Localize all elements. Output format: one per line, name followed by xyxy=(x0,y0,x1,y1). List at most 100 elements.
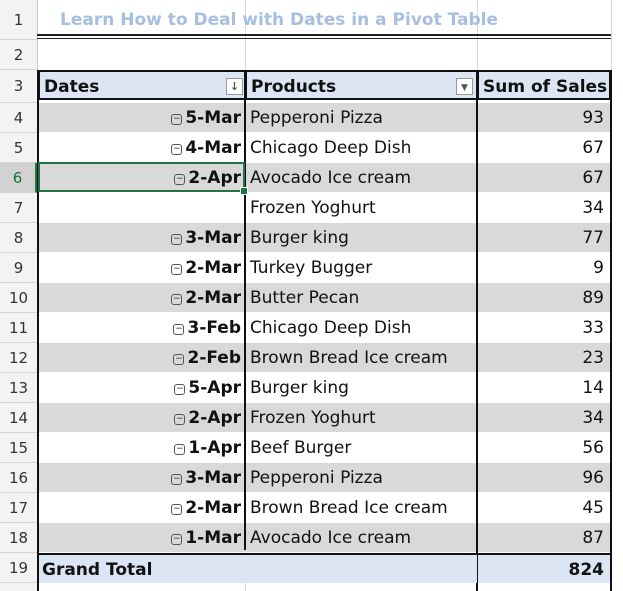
product-cell[interactable]: Chicago Deep Dish xyxy=(250,318,412,338)
row-header-1[interactable]: 1 xyxy=(0,0,37,40)
date-cell[interactable]: −3-Mar xyxy=(39,223,244,253)
date-cell[interactable]: −5-Apr xyxy=(39,373,244,403)
collapse-minus-icon[interactable]: − xyxy=(174,384,186,395)
date-cell[interactable]: −4-Mar xyxy=(39,133,244,163)
sales-cell[interactable]: 56 xyxy=(582,438,604,458)
collapse-minus-icon[interactable]: − xyxy=(171,144,183,155)
row-header-14[interactable]: 14 xyxy=(0,403,37,433)
date-value: 4-Mar xyxy=(185,138,241,158)
sales-cell[interactable]: 87 xyxy=(582,528,604,548)
collapse-minus-icon[interactable]: − xyxy=(171,474,183,485)
product-cell[interactable]: Beef Burger xyxy=(250,438,352,458)
sales-cell[interactable]: 45 xyxy=(582,498,604,518)
filter-dropdown-icon[interactable]: ▼ xyxy=(456,78,473,95)
collapse-minus-icon[interactable]: − xyxy=(171,114,183,125)
row-header-10[interactable]: 10 xyxy=(0,283,37,313)
row-header-3[interactable]: 3 xyxy=(0,70,37,103)
product-cell[interactable]: Frozen Yoghurt xyxy=(250,198,376,218)
grand-total-label[interactable]: Grand Total xyxy=(39,553,477,583)
date-cell[interactable]: −2-Apr xyxy=(39,163,244,193)
banded-row-fill xyxy=(37,163,611,192)
product-cell[interactable]: Avocado Ice cream xyxy=(250,168,412,188)
product-cell[interactable]: Avocado Ice cream xyxy=(250,528,412,548)
collapse-minus-icon[interactable]: − xyxy=(171,504,183,515)
row-header-6[interactable]: 6 xyxy=(0,163,37,193)
collapse-minus-icon[interactable]: − xyxy=(173,354,185,365)
sales-cell[interactable]: 89 xyxy=(582,288,604,308)
sales-cell[interactable]: 23 xyxy=(582,348,604,368)
collapse-minus-icon[interactable]: − xyxy=(171,534,183,545)
product-cell[interactable]: Brown Bread Ice cream xyxy=(250,348,448,368)
row-header-16[interactable]: 16 xyxy=(0,463,37,493)
row-header-13[interactable]: 13 xyxy=(0,373,37,403)
product-cell[interactable]: Brown Bread Ice cream xyxy=(250,498,448,518)
row-header-12[interactable]: 12 xyxy=(0,343,37,373)
date-cell[interactable]: −2-Apr xyxy=(39,403,244,433)
row-header-15[interactable]: 15 xyxy=(0,433,37,463)
row-header-18[interactable]: 18 xyxy=(0,523,37,553)
product-cell[interactable]: Frozen Yoghurt xyxy=(250,408,376,428)
date-cell[interactable]: −2-Mar xyxy=(39,253,244,283)
product-cell[interactable]: Butter Pecan xyxy=(250,288,360,308)
product-cell[interactable]: Chicago Deep Dish xyxy=(250,138,412,158)
sort-dropdown-icon[interactable]: ↓ xyxy=(226,78,243,95)
sales-cell[interactable]: 33 xyxy=(582,318,604,338)
row-header-7[interactable]: 7 xyxy=(0,193,37,223)
date-cell[interactable]: −2-Mar xyxy=(39,493,244,523)
collapse-minus-icon[interactable]: − xyxy=(171,264,183,275)
grand-total-value[interactable]: 824 xyxy=(478,553,610,583)
date-cell[interactable]: −1-Apr xyxy=(39,433,244,463)
table-border-mid xyxy=(244,70,246,550)
banded-row-fill xyxy=(37,463,611,492)
date-cell[interactable] xyxy=(39,193,244,223)
sales-cell[interactable]: 67 xyxy=(582,138,604,158)
sales-cell[interactable]: 77 xyxy=(582,228,604,248)
date-cell[interactable]: −3-Mar xyxy=(39,463,244,493)
product-cell[interactable]: Burger king xyxy=(250,378,349,398)
collapse-minus-icon[interactable]: − xyxy=(173,324,185,335)
table-border-left xyxy=(37,70,39,591)
row-header-5[interactable]: 5 xyxy=(0,133,37,163)
row-header-17[interactable]: 17 xyxy=(0,493,37,523)
date-value: 1-Apr xyxy=(188,438,241,458)
product-cell[interactable]: Turkey Bugger xyxy=(250,258,373,278)
sales-cell[interactable]: 34 xyxy=(582,408,604,428)
sales-cell[interactable]: 93 xyxy=(582,108,604,128)
dates-header-label: Dates xyxy=(44,77,100,97)
collapse-minus-icon[interactable]: − xyxy=(174,414,186,425)
pivot-header-dates[interactable]: Dates ↓ xyxy=(38,70,245,100)
date-cell[interactable]: −2-Mar xyxy=(39,283,244,313)
date-cell[interactable]: −5-Mar xyxy=(39,103,244,133)
sheet-title: Learn How to Deal with Dates in a Pivot … xyxy=(60,10,499,30)
fill-handle[interactable] xyxy=(240,187,248,195)
collapse-minus-icon[interactable]: − xyxy=(174,174,186,185)
row-header-2[interactable]: 2 xyxy=(0,40,37,70)
date-cell[interactable]: −2-Feb xyxy=(39,343,244,373)
table-border-mid2 xyxy=(476,70,478,591)
pivot-header-products[interactable]: Products ▼ xyxy=(245,70,477,100)
row-header-4[interactable]: 4 xyxy=(0,103,37,133)
row-header-11[interactable]: 11 xyxy=(0,313,37,343)
sales-cell[interactable]: 34 xyxy=(582,198,604,218)
collapse-minus-icon[interactable]: − xyxy=(174,444,186,455)
product-cell[interactable]: Pepperoni Pizza xyxy=(250,108,383,128)
collapse-minus-icon[interactable]: − xyxy=(171,234,183,245)
row-header-9[interactable]: 9 xyxy=(0,253,37,283)
row-header-8[interactable]: 8 xyxy=(0,223,37,253)
product-cell[interactable]: Pepperoni Pizza xyxy=(250,468,383,488)
sales-cell[interactable]: 14 xyxy=(582,378,604,398)
filter-arrow-icon: ▼ xyxy=(461,83,468,93)
sales-cell[interactable]: 9 xyxy=(593,258,604,278)
product-cell[interactable]: Burger king xyxy=(250,228,349,248)
date-value: 5-Apr xyxy=(188,378,241,398)
row-header-19[interactable]: 19 xyxy=(0,553,37,583)
collapse-minus-icon[interactable]: − xyxy=(171,294,183,305)
date-value: 1-Mar xyxy=(185,528,241,548)
date-cell[interactable]: −3-Feb xyxy=(39,313,244,343)
sales-cell[interactable]: 67 xyxy=(582,168,604,188)
date-cell[interactable]: −1-Mar xyxy=(39,523,244,553)
date-value: 3-Mar xyxy=(185,468,241,488)
sales-cell[interactable]: 96 xyxy=(582,468,604,488)
date-value: 2-Apr xyxy=(188,408,241,428)
pivot-header-sales[interactable]: Sum of Sales xyxy=(477,70,611,100)
